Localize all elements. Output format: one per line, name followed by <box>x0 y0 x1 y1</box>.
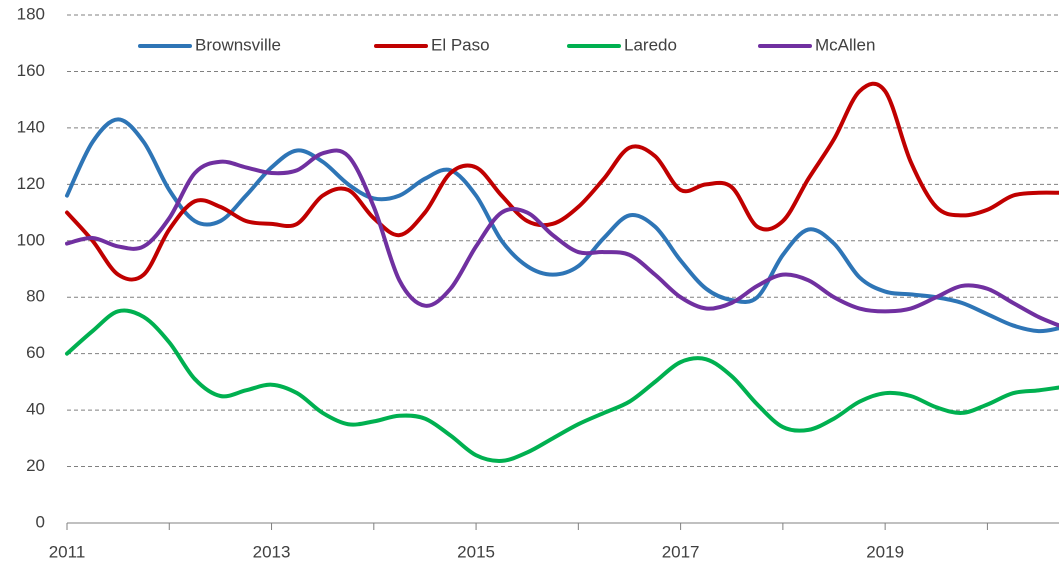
series-line <box>65 308 1059 463</box>
series-line <box>65 148 1059 328</box>
series-line <box>65 81 1059 282</box>
y-tick-label: 140 <box>17 117 45 136</box>
y-tick-label: 40 <box>26 400 45 419</box>
x-tick-label: 2011 <box>49 542 86 561</box>
y-tick-label: 120 <box>17 174 45 193</box>
x-tick-label: 2017 <box>662 542 700 561</box>
y-tick-label: 60 <box>26 343 45 362</box>
y-tick-label: 160 <box>17 61 45 80</box>
y-tick-label: 80 <box>26 287 45 306</box>
x-tick-label: 2013 <box>253 542 291 561</box>
legend-label: Laredo <box>624 35 677 54</box>
legend-label: Brownsville <box>195 35 281 54</box>
legend-label: McAllen <box>815 35 875 54</box>
x-tick-label: 2019 <box>866 542 904 561</box>
y-tick-label: 20 <box>26 456 45 475</box>
y-tick-label: 0 <box>36 512 45 531</box>
legend-label: El Paso <box>431 35 490 54</box>
y-tick-label: 180 <box>17 4 45 23</box>
x-tick-label: 2015 <box>457 542 495 561</box>
y-tick-label: 100 <box>17 230 45 249</box>
series-line <box>65 117 1059 334</box>
